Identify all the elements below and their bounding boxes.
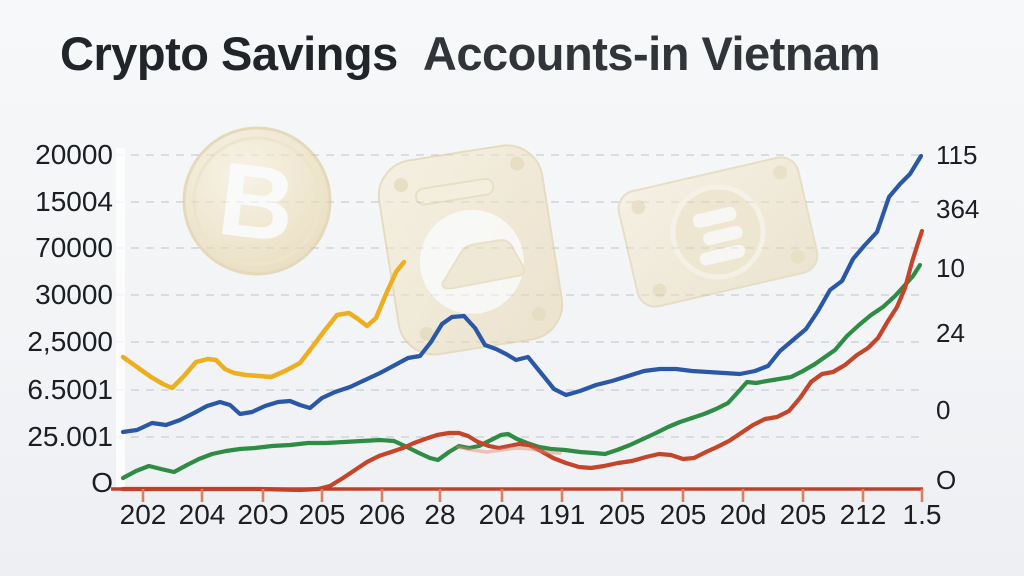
blue-line [120, 153, 924, 435]
red-ghost-line [456, 445, 562, 455]
x-tick-label: 204 [478, 499, 526, 530]
y-left-tick-label: 70000 [35, 232, 113, 263]
x-tick-label: 1.5 [902, 499, 942, 530]
card-plaque-watermark [617, 156, 819, 308]
x-tick-label: 202 [119, 499, 167, 530]
x-tick-label: 205 [298, 499, 346, 530]
y-right-tick-label: 10 [936, 253, 965, 283]
x-tick-label: 20d [719, 499, 767, 530]
x-tick-label: 191 [538, 499, 586, 530]
chart-title-rest: Accounts-in Vietnam [422, 27, 881, 80]
bitcoin-coin-watermark: B [182, 126, 332, 276]
green-line [120, 262, 923, 481]
watermarks: B [182, 126, 819, 356]
gold-line [120, 259, 407, 391]
y-left-tick-label: 20000 [35, 139, 113, 170]
y-right-tick-label: 0 [936, 395, 951, 425]
chart-title-emphasis: Crypto Savings [60, 27, 398, 80]
y-axis-band [116, 148, 125, 490]
y-left-tick-label: 30000 [35, 279, 113, 310]
y-left-tick-label: 25.001 [27, 421, 113, 452]
y-left-tick-label: O [91, 467, 113, 498]
x-tick-label: 205 [659, 499, 707, 530]
y-left-tick-label: 2,5000 [27, 326, 113, 357]
x-tick-label: 204 [178, 499, 226, 530]
y-left-tick-label: 6.5001 [27, 374, 113, 405]
x-tick-label: 206 [358, 499, 406, 530]
x-tick-label: 28 [424, 499, 456, 530]
x-tick-label: 205 [779, 499, 827, 530]
x-axis [111, 487, 924, 502]
y-right-tick-label: O [936, 465, 957, 495]
y-left-tick-label: 15004 [35, 186, 113, 217]
svg-text:B: B [212, 141, 301, 265]
y-right-tick-label: 115 [936, 140, 978, 170]
x-tick-label: 20Ɔ [237, 499, 289, 530]
series-lines [120, 153, 925, 493]
x-tick-label: 212 [839, 499, 887, 530]
y-right-tick-label: 24 [936, 318, 965, 348]
y-right-tick-label: 364 [936, 194, 980, 224]
wallet-plaque-watermark [377, 144, 564, 356]
chart-title: Crypto Savings Accounts-in Vietnam [60, 26, 1000, 81]
red-line [120, 228, 925, 493]
x-tick-label: 205 [598, 499, 646, 530]
